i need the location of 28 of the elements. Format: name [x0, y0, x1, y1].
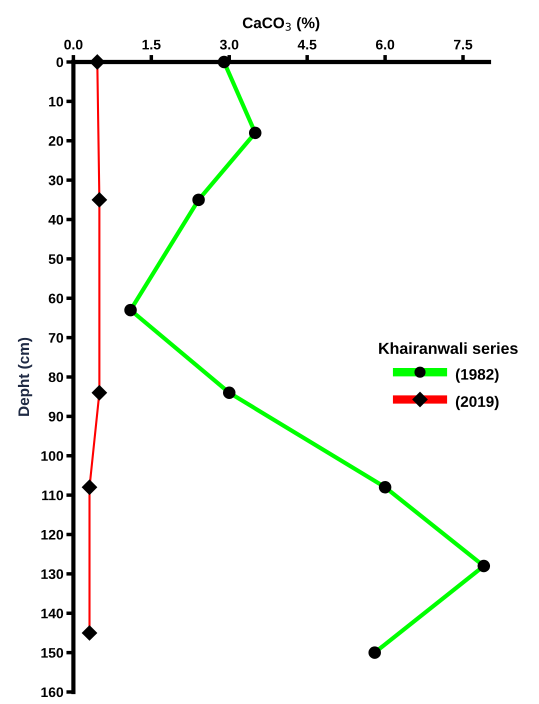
y-axis-title: Depht (cm) [18, 338, 32, 416]
y-tick-label: 30 [48, 175, 64, 186]
y-tick-label: 100 [41, 451, 64, 461]
legend-label: (2019) [456, 396, 499, 410]
x-tick-label: 4.5 [298, 40, 316, 50]
y-tick-label: 150 [41, 648, 64, 658]
y-tick-label: 40 [48, 214, 64, 225]
x-tick-label: 7.5 [454, 40, 472, 50]
y-tick-label: 20 [48, 136, 64, 146]
y-tick-label: 0 [56, 57, 64, 68]
x-tick-label: 0.0 [64, 40, 82, 50]
y-tick-label: 70 [48, 332, 64, 343]
legend-title: Khairanwali series [379, 342, 518, 354]
x-tick-label: 1.5 [142, 40, 161, 50]
y-tick-label: 130 [41, 569, 64, 580]
y-tick-label: 110 [42, 490, 64, 500]
y-tick-label: 60 [48, 294, 64, 304]
legend-label: (1982) [456, 368, 499, 383]
y-tick-label: 140 [41, 608, 64, 618]
y-tick-label: 50 [48, 254, 64, 264]
y-tick-label: 160 [41, 687, 64, 698]
x-tick-label: 3.0 [220, 40, 238, 50]
y-tick-label: 120 [41, 530, 64, 540]
y-tick-label: 80 [48, 372, 64, 382]
y-tick-label: 90 [48, 412, 64, 422]
x-tick-label: 6.0 [376, 40, 394, 50]
y-tick-label: 10 [49, 96, 64, 107]
x-axis-title: CaCO$_{3}$ (%) [242, 17, 320, 32]
